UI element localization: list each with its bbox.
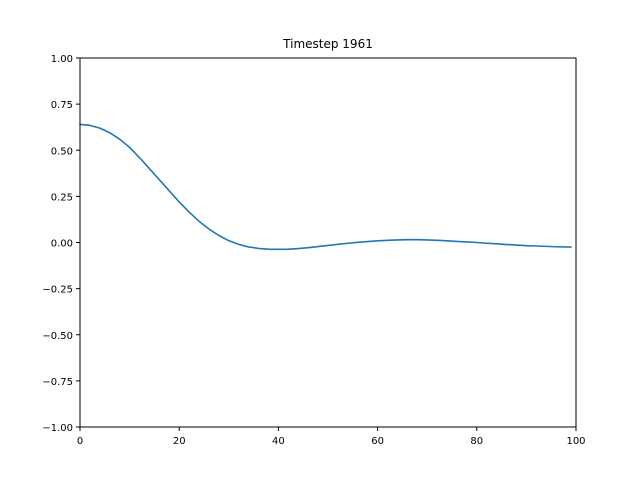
y-tick-label: −1.00 — [42, 423, 73, 434]
y-tick-label: 0.75 — [51, 100, 73, 111]
x-tick-label: 20 — [173, 436, 186, 447]
y-tick-label: 0.25 — [51, 192, 73, 203]
series-line — [79, 123, 572, 251]
y-tick-label: −0.50 — [42, 331, 73, 342]
axes-frame — [79, 57, 577, 428]
y-tick-label: −0.25 — [42, 285, 73, 296]
x-tick-label: 100 — [566, 436, 585, 447]
plot-area: 0 20 40 60 80 100 −1.00 −0.75 −0.50 −0.25 0.00 0.25… — [42, 54, 585, 447]
y-tick-label: −0.75 — [42, 377, 73, 388]
x-tick-label: 80 — [470, 436, 483, 447]
x-tick-label: 40 — [272, 436, 285, 447]
x-tick-label: 60 — [371, 436, 384, 447]
y-tick-label: 1.00 — [51, 54, 73, 65]
chart-title: Timestep 1961 — [282, 37, 373, 51]
x-tick-label: 0 — [77, 436, 83, 447]
y-tick-label: 0.00 — [51, 239, 73, 250]
y-tick-label: 0.50 — [51, 146, 73, 157]
